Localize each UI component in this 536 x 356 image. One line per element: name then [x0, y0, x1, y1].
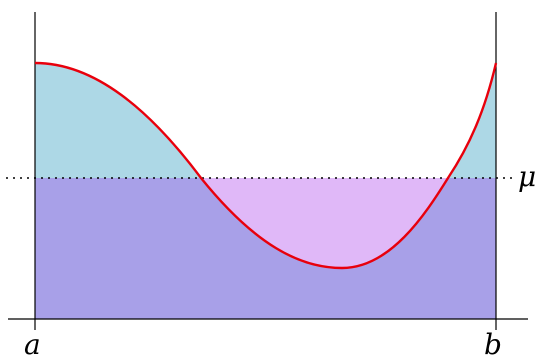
mean-rectangle	[35, 178, 496, 319]
gap-below-mean	[201, 178, 448, 268]
a-label: a	[24, 328, 41, 356]
b-label: b	[484, 328, 502, 356]
area-above-mean	[35, 63, 496, 178]
mu-label: μ	[518, 160, 536, 193]
function-curve	[34, 61, 498, 270]
